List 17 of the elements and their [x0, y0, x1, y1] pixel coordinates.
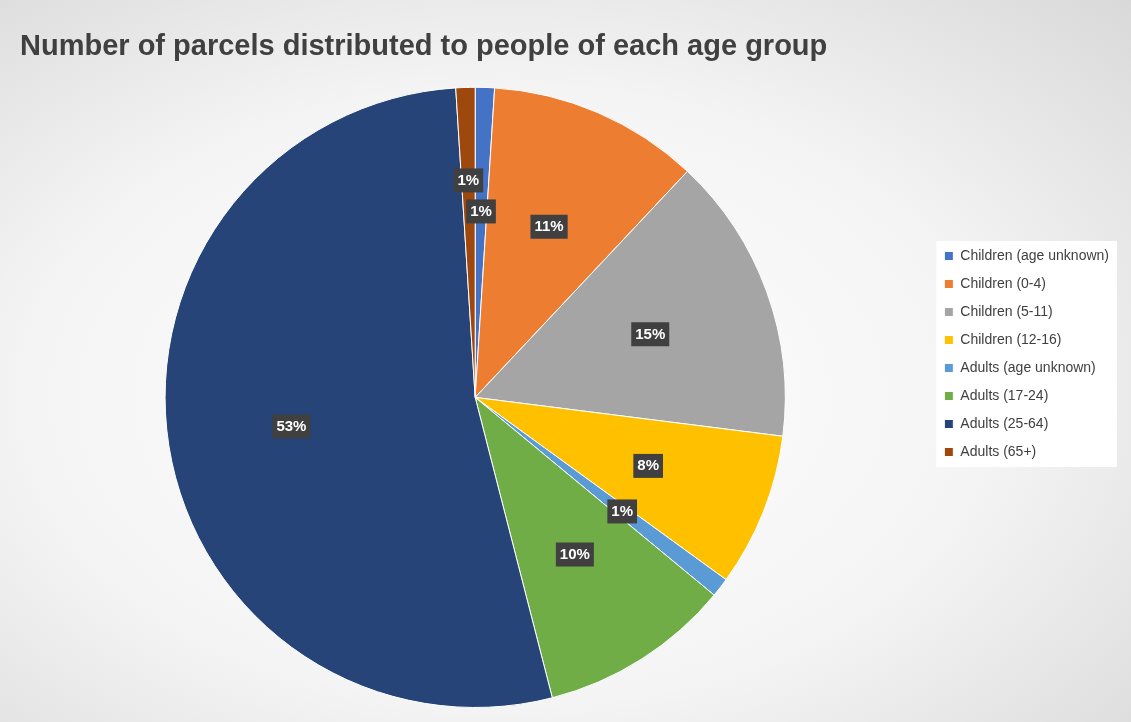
legend-label: Adults (65+) — [960, 442, 1037, 459]
legend-label: Adults (age unknown) — [960, 358, 1096, 375]
chart-title: Number of parcels distributed to people of each age group — [20, 29, 828, 62]
data-label: 53% — [276, 416, 307, 434]
legend-label: Children (12-16) — [960, 330, 1062, 347]
legend-label: Adults (17-24) — [960, 386, 1049, 403]
data-label: 1% — [470, 201, 492, 219]
data-label: 1% — [457, 170, 480, 188]
data-label: 15% — [635, 324, 666, 342]
data-label: 8% — [637, 456, 660, 474]
legend-label: Children (5-11) — [960, 302, 1053, 319]
legend-label: Children (age unknown) — [960, 246, 1109, 263]
legend-label: Adults (25-64) — [960, 414, 1049, 431]
data-label: 10% — [559, 544, 590, 562]
data-label: 1% — [611, 501, 634, 519]
legend-label: Children (0-4) — [960, 274, 1046, 291]
data-label: 11% — [534, 216, 564, 234]
